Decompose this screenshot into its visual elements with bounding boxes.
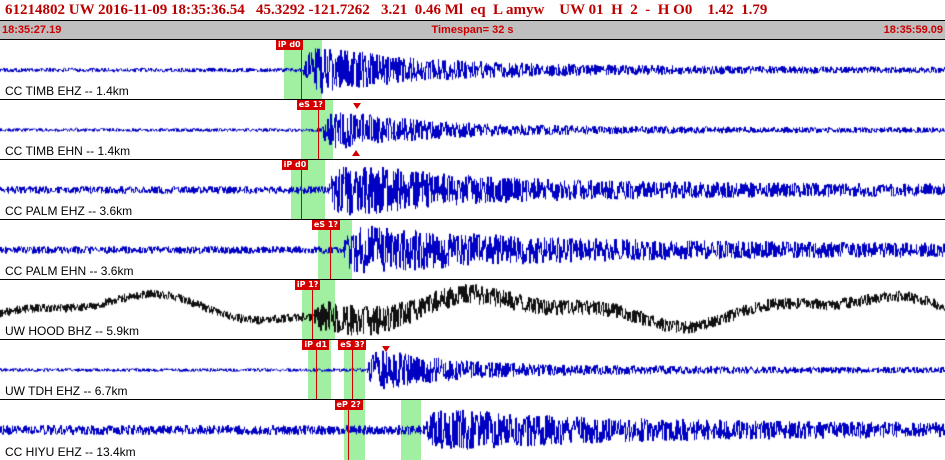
trace-label: CC PALM EHZ -- 3.6km [5,204,133,218]
trace-panel-cc-palm-ehz[interactable]: iP d0 CC PALM EHZ -- 3.6km [0,160,945,220]
pick-flag[interactable]: eS 1? [311,220,341,230]
event-header-line: 61214802 UW 2016-11-09 18:35:36.54 45.32… [5,2,768,18]
trace-label: CC PALM EHN -- 3.6km [5,264,134,278]
pick-flag[interactable]: iP d0 [275,40,303,50]
pick-flag[interactable]: eS 3? [338,340,367,350]
coda-marker[interactable] [381,345,390,352]
waveform-canvas[interactable] [0,160,945,219]
pick-line [318,100,320,159]
trace-label: UW HOOD BHZ -- 5.9km [5,324,139,338]
trace-panel-cc-timb-ehn[interactable]: eS 1? CC TIMB EHN -- 1.4km [0,100,945,160]
trace-panel-cc-timb-ehz[interactable]: iP d0 CC TIMB EHZ -- 1.4km [0,40,945,100]
coda-marker[interactable] [351,149,360,156]
pick-line [300,160,302,219]
coda-marker[interactable] [353,102,362,109]
pick-flag[interactable]: eS 1? [296,100,325,110]
waveform-canvas[interactable] [0,220,945,279]
trace-panel-uw-hood-bhz[interactable]: iP 1? UW HOOD BHZ -- 5.9km [0,280,945,340]
pick-flag[interactable]: iP d0 [281,160,309,170]
pick-line [351,340,353,399]
pick-line [347,400,349,460]
pick-flag[interactable]: eP 2? [334,400,363,410]
waveform-canvas[interactable] [0,400,945,460]
trace-label: CC TIMB EHN -- 1.4km [5,144,131,158]
time-bar: 18:35:27.19 Timespan= 32 s 18:35:59.09 [0,20,945,40]
waveform-canvas[interactable] [0,100,945,159]
trace-label: CC TIMB EHZ -- 1.4km [5,84,129,98]
pick-line [300,40,302,99]
pick-line [315,340,317,399]
pick-flag[interactable]: iP d1 [302,340,330,350]
waveform-canvas[interactable] [0,340,945,399]
trace-panel-cc-palm-ehn[interactable]: eS 1? CC PALM EHN -- 3.6km [0,220,945,280]
trace-panel-uw-tdh-ehz[interactable]: iP d1 eS 3? UW TDH EHZ -- 6.7km [0,340,945,400]
window-start-time: 18:35:27.19 [2,24,62,36]
window-end-time: 18:35:59.09 [883,24,943,36]
pick-line [329,220,331,279]
pick-line [311,280,313,339]
trace-panel-cc-hiyu-ehz[interactable]: eP 2? CC HIYU EHZ -- 13.4km [0,400,945,460]
timespan-label: Timespan= 32 s [431,24,514,36]
trace-label: UW TDH EHZ -- 6.7km [5,384,128,398]
trace-list: iP d0 CC TIMB EHZ -- 1.4km eS 1? CC TIMB EH… [0,40,945,460]
waveform-canvas[interactable] [0,280,945,339]
trace-label: CC HIYU EHZ -- 13.4km [5,445,136,459]
waveform-canvas[interactable] [0,40,945,99]
pick-flag[interactable]: iP 1? [294,280,321,290]
